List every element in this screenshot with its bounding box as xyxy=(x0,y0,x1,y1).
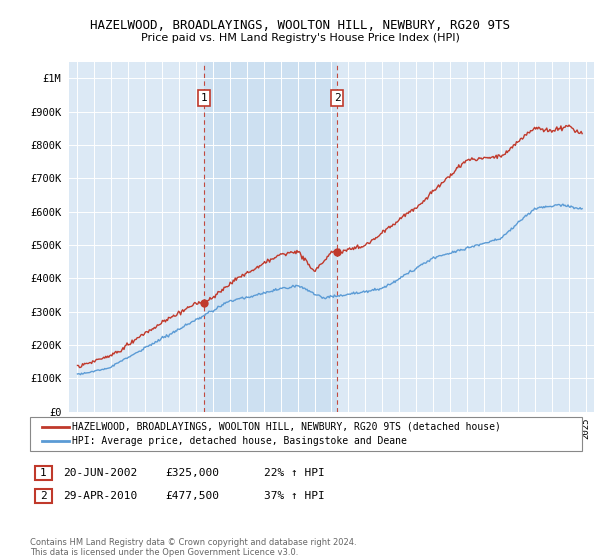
Text: 20-JUN-2002: 20-JUN-2002 xyxy=(63,468,137,478)
Text: 1: 1 xyxy=(200,94,208,103)
Text: £325,000: £325,000 xyxy=(165,468,219,478)
Text: 22% ↑ HPI: 22% ↑ HPI xyxy=(264,468,325,478)
Text: £477,500: £477,500 xyxy=(165,491,219,501)
Text: Price paid vs. HM Land Registry's House Price Index (HPI): Price paid vs. HM Land Registry's House … xyxy=(140,32,460,43)
Text: 2: 2 xyxy=(334,94,340,103)
Text: 1: 1 xyxy=(40,468,47,478)
Bar xyxy=(204,62,337,412)
Text: HPI: Average price, detached house, Basingstoke and Deane: HPI: Average price, detached house, Basi… xyxy=(72,436,407,446)
Text: 37% ↑ HPI: 37% ↑ HPI xyxy=(264,491,325,501)
Text: 2: 2 xyxy=(40,491,47,501)
Text: HAZELWOOD, BROADLAYINGS, WOOLTON HILL, NEWBURY, RG20 9TS: HAZELWOOD, BROADLAYINGS, WOOLTON HILL, N… xyxy=(90,18,510,32)
Text: 29-APR-2010: 29-APR-2010 xyxy=(63,491,137,501)
Text: HAZELWOOD, BROADLAYINGS, WOOLTON HILL, NEWBURY, RG20 9TS (detached house): HAZELWOOD, BROADLAYINGS, WOOLTON HILL, N… xyxy=(72,422,501,432)
Text: Contains HM Land Registry data © Crown copyright and database right 2024.
This d: Contains HM Land Registry data © Crown c… xyxy=(30,538,356,557)
